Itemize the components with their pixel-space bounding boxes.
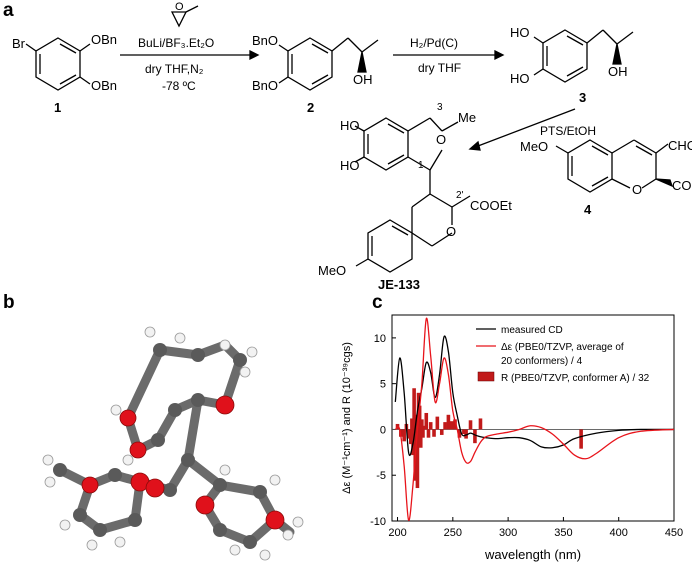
rotatory-strength-bar [579,429,583,449]
cooet-label-je: COOEt [470,198,512,213]
oh-label-3: OH [608,64,628,79]
rotatory-strength-bar [457,429,462,438]
y-tick-label: 5 [380,379,386,391]
legend-label-rot: R (PBE0/TZVP, conformer A) / 32 [501,373,650,384]
molecular-model [42,326,304,561]
synthesis-scheme: Br OBn OBn 1 O BuLi/BF₃.Et₂O dry THF,N₂ … [12,1,692,290]
meo-label-je: MeO [318,263,346,278]
compound-3-label: 3 [579,90,586,105]
compound-4-label: 4 [584,202,592,217]
meo-label-4: MeO [520,139,548,154]
step1-temperature: -78 ºC [162,79,196,93]
compound-1-label: 1 [54,100,61,115]
position-2p-label: 2' [456,190,464,201]
rotatory-strength-bar [402,429,406,442]
reaction-arrow-3 [477,108,576,147]
y-tick-label: -10 [370,516,386,528]
panel-label-b: b [3,292,15,313]
obn-label-1b: OBn [91,78,117,93]
legend-label-measured: measured CD [501,325,563,336]
panel-label-a: a [3,0,14,21]
position-3-label: 3 [437,102,443,113]
oh-label-2: OH [353,72,373,87]
rotatory-strength-bar [446,414,451,430]
x-axis-label: wavelength (nm) [484,547,581,562]
cd-spectrum-chart: 200 250 300 350 400 450 -10 -5 0 5 10 wavelength … [341,314,683,562]
rotatory-strength-bar [412,388,416,430]
rotatory-strength-bar [449,421,454,430]
je133-structure [354,117,471,273]
rotatory-strength-bar [439,429,444,435]
rotatory-strength-bar [421,429,425,438]
ho-label-3b: HO [510,71,530,86]
x-tick-label: 300 [499,527,517,539]
compound-1-structure [25,37,91,91]
o-label-je-pyran: O [436,132,446,147]
x-tick-label: 400 [610,527,628,539]
rotatory-strength-bar [473,429,477,444]
rotatory-strength-bar [443,422,447,430]
rotatory-strength-bar [406,429,411,439]
rotatory-strength-bar [462,429,466,435]
compound-2-structure [278,37,379,91]
x-tick-label: 250 [444,527,462,539]
measured-cd-line [394,335,675,457]
me-label-je: Me [458,110,476,125]
rotatory-strength-bar [410,418,414,430]
x-tick-label: 200 [388,527,406,539]
o-label-4: O [632,182,642,197]
step2-conditions: dry THF [418,61,461,75]
cho-label-4: CHO [668,138,692,153]
rotatory-strength-bar [417,405,422,430]
epoxide-o-label: O [175,1,184,13]
compound-3-structure [533,29,634,83]
rotatory-strength-bar [453,419,457,430]
step3-reagent: PTS/EtOH [540,124,596,138]
je133-label: JE-133 [378,277,420,290]
rotatory-strength-bar [409,429,413,445]
br-label: Br [12,36,26,51]
rotatory-strength-bar [478,418,483,430]
legend-swatch-rot [477,371,495,382]
rotatory-strength-bar [426,429,431,438]
y-tick-label: 0 [380,424,386,436]
plot-frame [391,314,675,522]
ho-label-je-b: HO [340,158,360,173]
ho-label-3a: HO [510,25,530,40]
rotatory-strength-bar [468,420,473,430]
step1-conditions: dry THF,N₂ [145,62,204,76]
cooet-label-4: COOEt [672,178,692,193]
step1-reagent: BuLi/BF₃.Et₂O [138,36,214,50]
compound-4-structure [555,139,674,193]
o-label-je-chromene: O [446,224,456,239]
rotatory-strength-bar [435,416,440,430]
rotatory-strength-bar [420,419,424,430]
x-tick-label: 350 [554,527,572,539]
rotatory-strength-bar [428,422,433,430]
y-axis-label: Δε (M⁻¹cm⁻¹) and R (10⁻³⁹cgs) [341,342,353,494]
ho-label-je-a: HO [340,118,360,133]
rotatory-strength-bar [424,412,429,430]
compound-2-label: 2 [307,100,314,115]
position-1-label: 1 [418,160,424,171]
rotatory-strength-bar [432,429,436,437]
bno-label-2b: BnO [252,78,278,93]
legend-label-calc: Δε (PBE0/TZVP, average of 20 conformers)… [501,342,626,367]
calculated-cd-line [394,317,675,521]
obn-label-1a: OBn [91,32,117,47]
step2-reagent: H₂/Pd(C) [410,36,458,50]
x-tick-label: 450 [665,527,683,539]
y-tick-label: -5 [376,470,386,482]
rotatory-strength-bar [415,429,420,489]
y-tick-label: 10 [374,333,386,345]
panel-label-c: c [372,292,383,313]
rotatory-strength-bar [422,425,426,430]
rotatory-strength-bar [418,429,423,448]
bno-label-2a: BnO [252,33,278,48]
chart-legend: measured CD Δε (PBE0/TZVP, average of 20… [476,325,650,384]
rotatory-strength-bar [464,429,468,439]
epoxide-structure: O [170,1,199,28]
